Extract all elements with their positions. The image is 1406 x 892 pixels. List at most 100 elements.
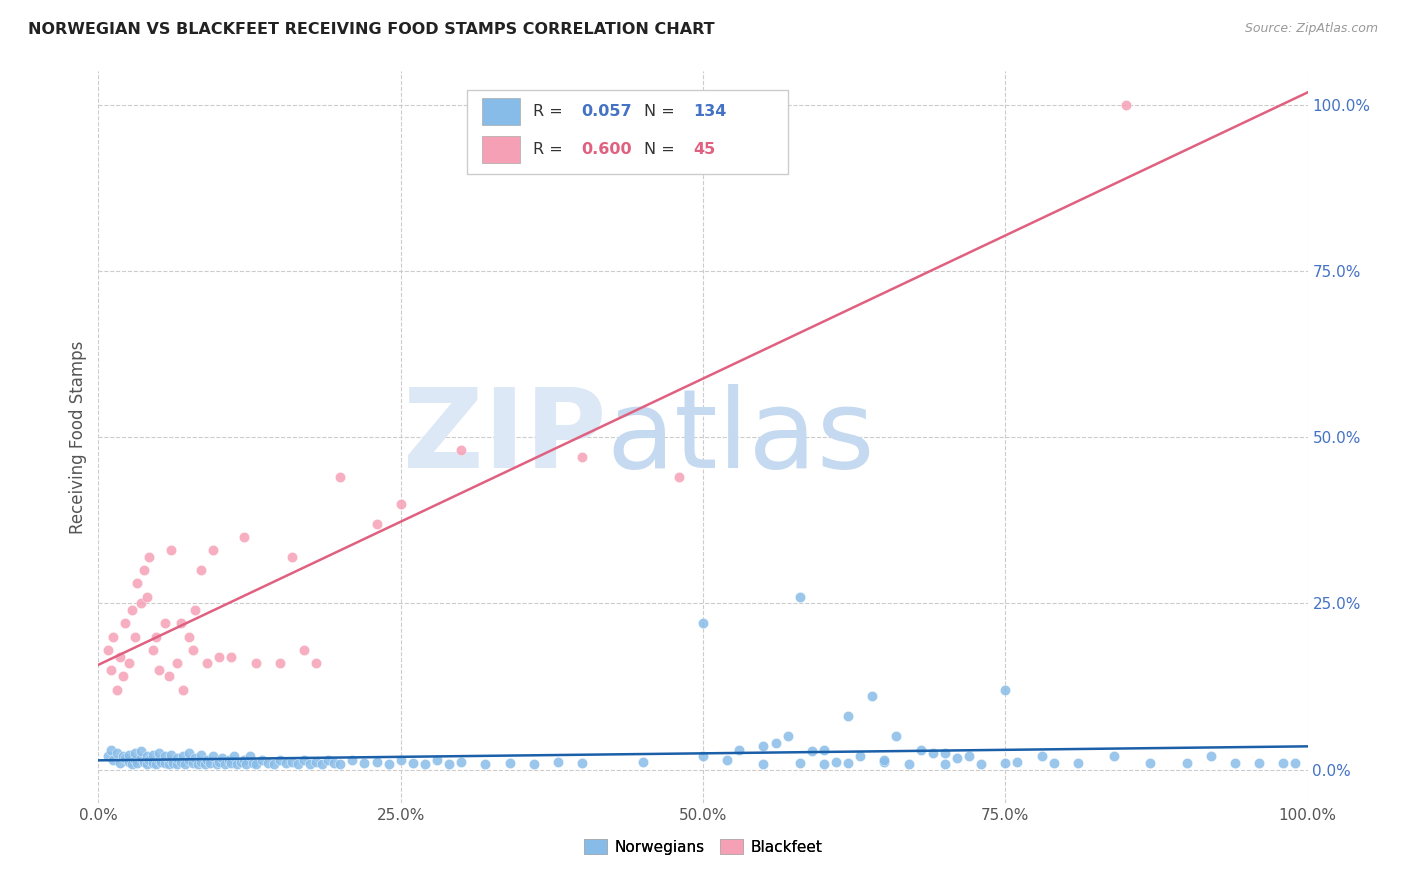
Point xyxy=(1199,749,1222,764)
Point xyxy=(121,757,143,772)
Point xyxy=(172,682,194,697)
Point xyxy=(1067,756,1090,770)
Point xyxy=(910,742,932,756)
Text: N =: N = xyxy=(644,104,679,120)
Point xyxy=(157,757,180,772)
Point xyxy=(728,742,751,756)
Point xyxy=(124,753,146,767)
Point xyxy=(162,756,184,770)
Point xyxy=(323,756,346,770)
Point xyxy=(129,596,152,610)
Point xyxy=(214,757,236,772)
Point xyxy=(138,549,160,564)
Point xyxy=(921,746,943,760)
Point xyxy=(129,750,152,764)
Point xyxy=(145,630,167,644)
Point xyxy=(148,746,170,760)
Point xyxy=(145,757,167,772)
Point xyxy=(166,656,188,670)
Point xyxy=(97,749,120,764)
Point xyxy=(205,757,228,772)
Text: N =: N = xyxy=(644,142,679,157)
Point xyxy=(426,753,449,767)
Point xyxy=(269,753,291,767)
Point xyxy=(242,756,264,770)
Text: Source: ZipAtlas.com: Source: ZipAtlas.com xyxy=(1244,22,1378,36)
Point xyxy=(195,656,218,670)
Point xyxy=(138,753,160,767)
Point xyxy=(157,669,180,683)
Point xyxy=(114,750,136,764)
Point xyxy=(1031,749,1053,764)
Point xyxy=(101,630,124,644)
Point xyxy=(142,747,165,762)
Point xyxy=(789,590,811,604)
Point xyxy=(287,757,309,772)
Point xyxy=(292,753,315,767)
Point xyxy=(135,757,157,772)
Point xyxy=(813,757,835,772)
Point xyxy=(970,757,993,772)
Point xyxy=(153,616,176,631)
Point xyxy=(198,756,221,770)
Point xyxy=(179,753,201,767)
Text: atlas: atlas xyxy=(606,384,875,491)
Point xyxy=(716,753,738,767)
Point xyxy=(226,757,249,772)
Point xyxy=(222,749,245,764)
Point xyxy=(174,757,197,772)
Point xyxy=(190,747,212,762)
Point xyxy=(179,630,201,644)
Point xyxy=(1175,756,1198,770)
Point xyxy=(946,750,969,764)
Point xyxy=(692,749,714,764)
Point xyxy=(235,757,257,772)
Point xyxy=(169,616,191,631)
FancyBboxPatch shape xyxy=(482,136,520,163)
Point xyxy=(825,755,848,769)
Point xyxy=(934,746,956,760)
Text: 134: 134 xyxy=(693,104,727,120)
Point xyxy=(873,755,896,769)
Text: 0.057: 0.057 xyxy=(581,104,631,120)
Point xyxy=(402,756,425,770)
Point xyxy=(450,443,472,458)
Point xyxy=(153,756,176,770)
Point xyxy=(100,663,122,677)
Point xyxy=(129,744,152,758)
Point xyxy=(118,747,141,762)
Y-axis label: Receiving Food Stamps: Receiving Food Stamps xyxy=(69,341,87,533)
Point xyxy=(179,746,201,760)
Point xyxy=(873,753,896,767)
Point xyxy=(105,746,128,760)
Point xyxy=(124,630,146,644)
Point xyxy=(994,682,1017,697)
Point xyxy=(169,755,191,769)
Point xyxy=(860,690,883,704)
Point xyxy=(202,749,225,764)
Point xyxy=(97,643,120,657)
Point xyxy=(571,756,593,770)
Point xyxy=(124,746,146,760)
Point xyxy=(229,755,252,769)
Point xyxy=(837,709,859,723)
Point xyxy=(523,757,546,772)
Point xyxy=(366,755,388,769)
Point xyxy=(114,616,136,631)
Point xyxy=(450,755,472,769)
Point xyxy=(305,755,328,769)
Point xyxy=(160,753,183,767)
Point xyxy=(1102,749,1125,764)
Point xyxy=(134,755,156,769)
Point xyxy=(148,753,170,767)
Point xyxy=(1223,756,1246,770)
Point xyxy=(329,757,352,772)
Point xyxy=(118,656,141,670)
Point xyxy=(765,736,787,750)
Point xyxy=(437,757,460,772)
Point xyxy=(190,563,212,577)
Point xyxy=(353,756,375,770)
Point xyxy=(148,663,170,677)
Text: R =: R = xyxy=(533,142,568,157)
Point xyxy=(105,682,128,697)
